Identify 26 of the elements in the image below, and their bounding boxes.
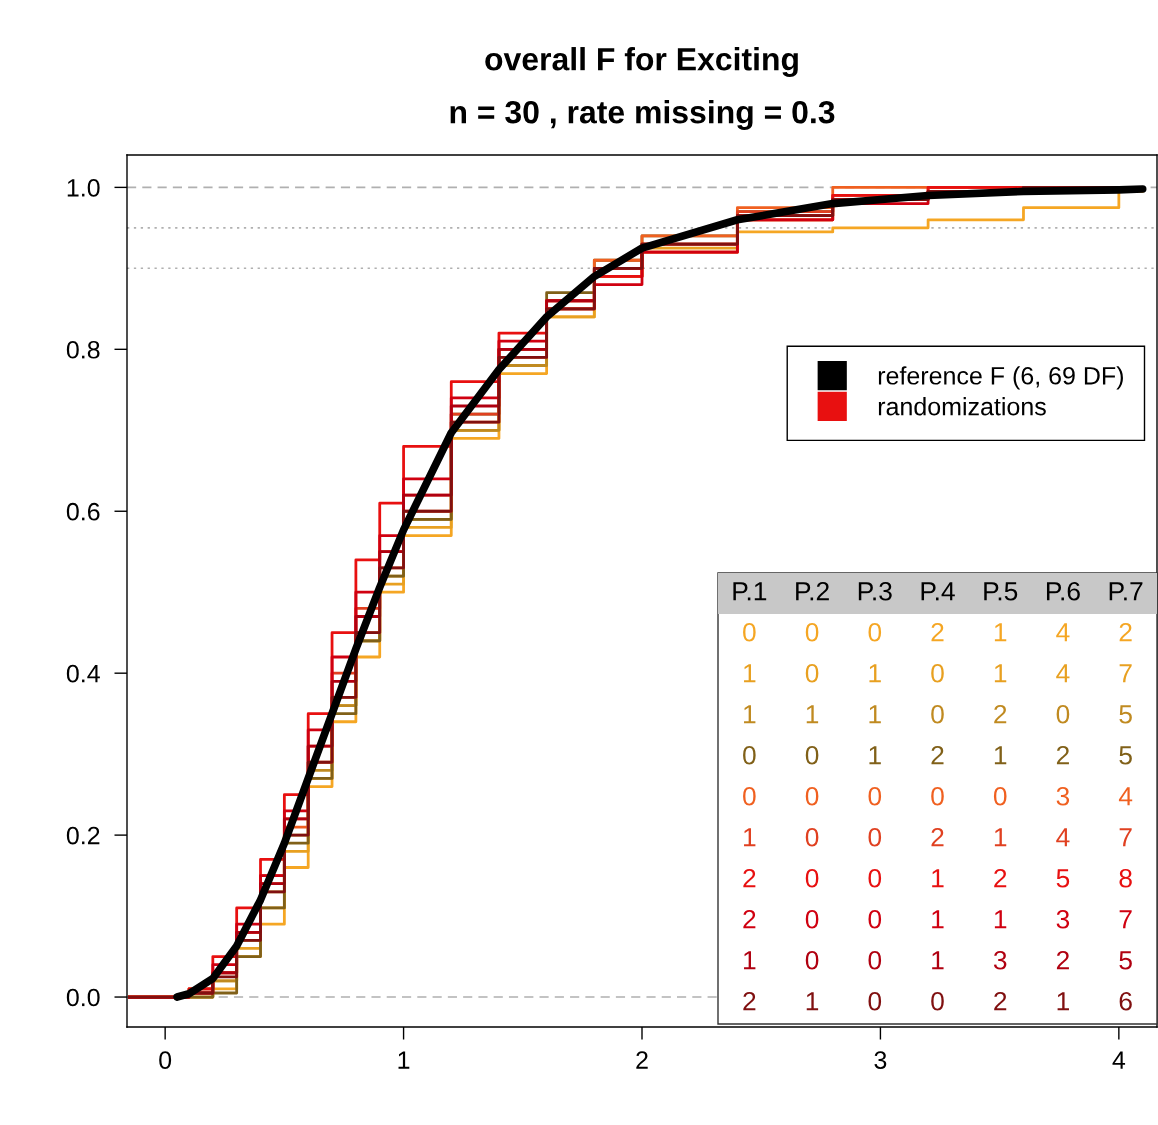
x-tick-label: 0 bbox=[159, 1051, 172, 1069]
text: 0 0 0 0 0 3 4 bbox=[743, 786, 1133, 806]
chart-subtitle: n = 30 , rate missing = 0.3 bbox=[450, 100, 835, 130]
legend-label: reference F (6, 69 DF) bbox=[878, 366, 1123, 390]
text: 1 0 1 0 1 4 7 bbox=[744, 663, 1132, 683]
x-tick-label: 2 bbox=[636, 1051, 648, 1069]
legend-label: randomizations bbox=[878, 397, 1046, 416]
text: 1 0 0 2 1 4 7 bbox=[744, 827, 1132, 847]
text: 1 1 1 0 2 0 5 bbox=[744, 704, 1132, 724]
text: 2 1 0 0 2 1 6 bbox=[743, 991, 1132, 1011]
y-tick-label: 0.2 bbox=[66, 826, 100, 845]
text: 2 0 0 1 1 3 7 bbox=[743, 909, 1132, 929]
y-tick-label: 0.4 bbox=[66, 664, 100, 683]
x-tick-label: 3 bbox=[874, 1051, 887, 1069]
y-tick-label: 0.0 bbox=[66, 988, 100, 1007]
chart-title: overall F for Exciting bbox=[485, 47, 798, 77]
y-tick-label: 0.8 bbox=[66, 340, 100, 359]
text: 1 0 0 1 3 2 5 bbox=[744, 950, 1132, 970]
y-tick-label: 1.0 bbox=[67, 178, 100, 197]
text: 0 0 0 2 1 4 2 bbox=[743, 622, 1132, 642]
text: 0 0 1 2 1 2 5 bbox=[743, 745, 1132, 765]
x-tick-label: 4 bbox=[1112, 1051, 1126, 1069]
text: 2 0 0 1 2 5 8 bbox=[743, 868, 1132, 888]
x-tick-label: 1 bbox=[398, 1051, 410, 1069]
y-tick-label: 0.6 bbox=[66, 502, 100, 521]
annotation: P.1 P.2 P.3 P.4 P.5 P.6 P.7 bbox=[733, 581, 1143, 601]
